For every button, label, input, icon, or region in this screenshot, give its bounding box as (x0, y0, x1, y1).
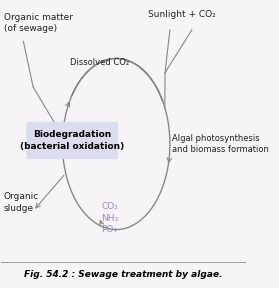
Text: NH₃: NH₃ (102, 214, 119, 223)
Text: Fig. 54.2 : Sewage treatment by algae.: Fig. 54.2 : Sewage treatment by algae. (24, 270, 223, 279)
Text: Organic
sludge: Organic sludge (4, 192, 39, 213)
Text: Sunlight + CO₂: Sunlight + CO₂ (148, 10, 216, 19)
Text: PO₄: PO₄ (102, 225, 117, 234)
Text: Dissolved CO₂: Dissolved CO₂ (70, 58, 129, 67)
Text: Biodegradation
(bacterial oxidation): Biodegradation (bacterial oxidation) (20, 130, 124, 151)
Text: Organic matter
(of sewage): Organic matter (of sewage) (4, 13, 73, 33)
Text: Algal photosynthesis
and biomass formation: Algal photosynthesis and biomass formati… (172, 134, 269, 154)
FancyBboxPatch shape (26, 122, 118, 159)
Text: CO₂: CO₂ (102, 202, 118, 211)
